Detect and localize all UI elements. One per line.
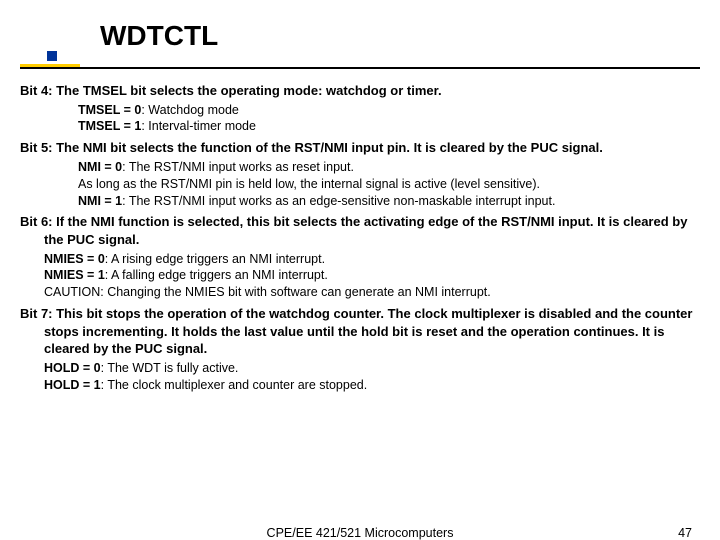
bit5-line1: NMI = 0: The RST/NMI input works as rese…	[20, 159, 700, 176]
bit6-l1-text: : A rising edge triggers an NMI interrup…	[105, 252, 325, 266]
bit5-l1-label: NMI = 0	[78, 160, 122, 174]
bit4-l2-text: : Interval-timer mode	[141, 119, 256, 133]
slide-title: WDTCTL	[100, 20, 700, 52]
bit7-line1: HOLD = 0: The WDT is fully active.	[20, 360, 700, 377]
bit5-line2: NMI = 1: The RST/NMI input works as an e…	[20, 193, 700, 210]
bit5-line1b: As long as the RST/NMI pin is held low, …	[20, 176, 700, 193]
bit6-l2-text: : A falling edge triggers an NMI interru…	[105, 268, 328, 282]
bit7-l1-label: HOLD = 0	[44, 361, 101, 375]
footer-page-number: 47	[678, 526, 692, 540]
bit7-l2-text: : The clock multiplexer and counter are …	[101, 378, 368, 392]
bit4-line2: TMSEL = 1: Interval-timer mode	[20, 118, 700, 135]
bit6-l1-label: NMIES = 0	[44, 252, 105, 266]
bit7-l2-label: HOLD = 1	[44, 378, 101, 392]
content-body: Bit 4: The TMSEL bit selects the operati…	[20, 82, 700, 394]
title-underline	[20, 67, 700, 69]
bit6-line1: NMIES = 0: A rising edge triggers an NMI…	[20, 251, 700, 268]
bit5-l2-label: NMI = 1	[78, 194, 122, 208]
bit6-l2-label: NMIES = 1	[44, 268, 105, 282]
bit5-heading: Bit 5: The NMI bit selects the function …	[44, 139, 700, 157]
bit4-l1-label: TMSEL = 0	[78, 103, 141, 117]
bit5-l2-text: : The RST/NMI input works as an edge-sen…	[122, 194, 555, 208]
bit5-l1-text: : The RST/NMI input works as reset input…	[122, 160, 354, 174]
bit6-caution: CAUTION: Changing the NMIES bit with sof…	[20, 284, 700, 301]
bit4-line1: TMSEL = 0: Watchdog mode	[20, 102, 700, 119]
bit4-l2-label: TMSEL = 1	[78, 119, 141, 133]
bit7-heading: Bit 7: This bit stops the operation of t…	[44, 305, 700, 358]
bit6-heading: Bit 6: If the NMI function is selected, …	[44, 213, 700, 248]
title-wrap: WDTCTL	[20, 20, 700, 52]
bit7-line2: HOLD = 1: The clock multiplexer and coun…	[20, 377, 700, 394]
bit6-line2: NMIES = 1: A falling edge triggers an NM…	[20, 267, 700, 284]
bit4-l1-text: : Watchdog mode	[141, 103, 239, 117]
bit4-heading: Bit 4: The TMSEL bit selects the operati…	[44, 82, 700, 100]
bit7-l1-text: : The WDT is fully active.	[101, 361, 239, 375]
footer-course: CPE/EE 421/521 Microcomputers	[267, 526, 454, 540]
bullet-square-icon	[47, 51, 57, 61]
slide-container: WDTCTL Bit 4: The TMSEL bit selects the …	[0, 0, 720, 540]
